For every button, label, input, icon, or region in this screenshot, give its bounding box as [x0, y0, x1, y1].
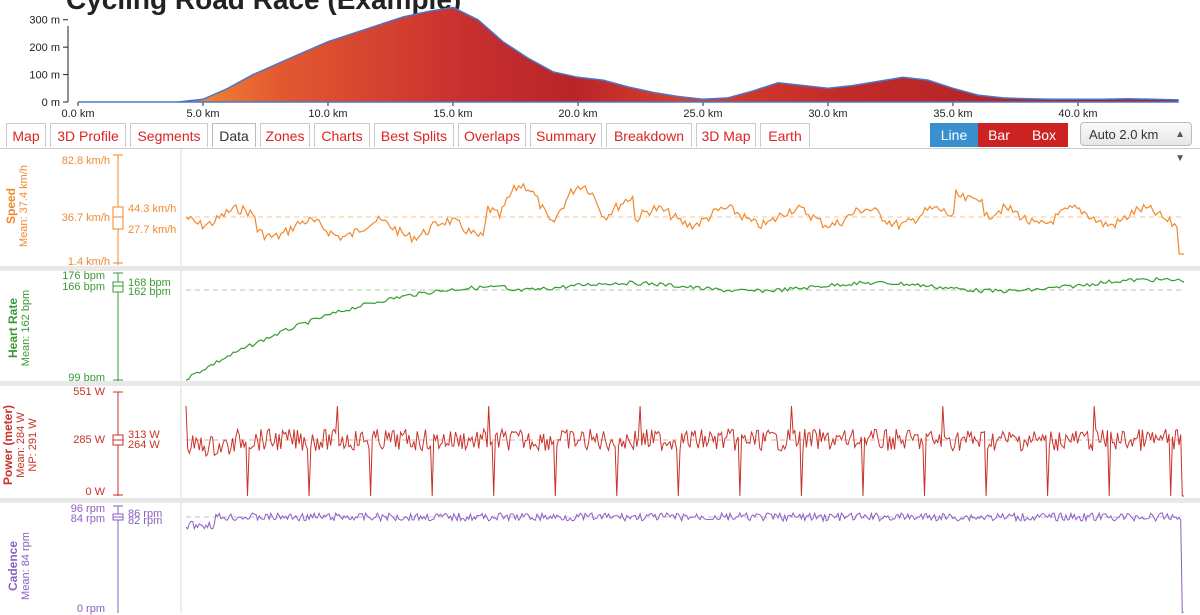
power-q1-label: 264 W	[128, 439, 160, 451]
speed-chart	[112, 149, 1185, 266]
hr-max-label: 176 bpm	[62, 270, 105, 282]
tab-segments[interactable]: Segments	[130, 123, 208, 147]
power-panel: Power (meter) Mean: 284 W NP: 291 W 551 W …	[0, 386, 1200, 498]
elevation-y-tick-label: 200 m	[29, 42, 60, 54]
cadence-q3-label: 86 rpm	[128, 508, 163, 520]
elevation-x-tick-label: 30.0 km	[808, 108, 847, 120]
heart-rate-series-line	[185, 277, 1185, 381]
power-boxplot	[112, 391, 124, 496]
tab-3d-profile[interactable]: 3D Profile	[50, 123, 126, 147]
bar-mode-button[interactable]: Bar	[978, 123, 1020, 147]
tab-breakdown[interactable]: Breakdown	[606, 123, 692, 147]
tab-map[interactable]: Map	[6, 123, 46, 147]
updown-arrows-icon: ▲ ▼	[1175, 129, 1185, 164]
power-median-label: 285 W	[73, 434, 105, 446]
cadence-max-label: 96 rpm	[70, 503, 105, 515]
power-min-label: 0 W	[85, 486, 105, 498]
tab-summary[interactable]: Summary	[530, 123, 602, 147]
heart-rate-panel: Heart Rate Mean: 162 bpm 176 bpm 166 bpm …	[0, 270, 1200, 384]
tab-zones[interactable]: Zones	[260, 123, 310, 147]
speed-median-label: 36.7 km/h	[61, 212, 110, 224]
cadence-chart	[112, 503, 1185, 613]
elevation-y-tick-label: 0 m	[42, 97, 60, 109]
cadence-q1-label: 82 rpm	[128, 515, 163, 527]
power-chart	[112, 386, 1185, 498]
tab-bar: Map 3D Profile Segments Data Zones Chart…	[0, 121, 1200, 164]
tab-charts[interactable]: Charts	[314, 123, 370, 147]
power-max-label: 551 W	[73, 386, 105, 398]
elevation-y-tick-label: 100 m	[29, 70, 60, 82]
power-series-line	[185, 405, 1184, 497]
cadence-panel: Cadence Mean: 84 rpm 96 rpm 84 rpm 0 rpm …	[0, 503, 1200, 615]
cadence-median-label: 84 rpm	[70, 513, 105, 525]
elevation-chart: 300 m 200 m 100 m 0 m 0.0 km 5.0 km 10.0 km 15…	[29, 6, 1179, 120]
power-q3-label: 313 W	[128, 429, 160, 441]
elevation-x-tick-label: 25.0 km	[683, 108, 722, 120]
tab-overlaps[interactable]: Overlaps	[458, 123, 526, 147]
speed-q1-label: 27.7 km/h	[128, 224, 177, 236]
split-distance-select[interactable]: Auto 2.0 km ▲ ▼	[1080, 122, 1192, 164]
speed-series-line	[185, 182, 1184, 255]
elevation-x-tick-label: 40.0 km	[1058, 108, 1097, 120]
tab-data[interactable]: Data	[212, 123, 256, 147]
split-distance-value: Auto 2.0 km	[1089, 127, 1159, 142]
tab-earth[interactable]: Earth	[760, 123, 810, 147]
speed-min-label: 1.4 km/h	[67, 256, 110, 268]
speed-panel: Speed Mean: 37.4 km/h 82.8 km/h 36.7 km/h…	[0, 149, 1200, 268]
elevation-x-tick-label: 20.0 km	[558, 108, 597, 120]
hr-q3-label: 168 bpm	[128, 277, 171, 289]
speed-q3-label: 44.3 km/h	[128, 203, 177, 215]
panel-separator	[0, 266, 1200, 271]
cadence-min-label: 0 rpm	[76, 603, 105, 615]
elevation-x-tick-label: 15.0 km	[433, 108, 472, 120]
tab-best-splits[interactable]: Best Splits	[374, 123, 454, 147]
elevation-area	[78, 6, 1179, 103]
panel-separator	[0, 381, 1200, 386]
page-title: Cycling Road Race (Example)	[66, 0, 461, 16]
elevation-x-tick-label: 0.0 km	[61, 108, 94, 120]
line-mode-button[interactable]: Line	[930, 123, 978, 147]
hr-median-label: 166 bpm	[62, 281, 105, 293]
elevation-x-tick-label: 35.0 km	[933, 108, 972, 120]
speed-boxplot	[112, 154, 124, 265]
box-mode-button[interactable]: Box	[1020, 123, 1068, 147]
cadence-boxplot	[112, 505, 124, 613]
speed-max-label: 82.8 km/h	[61, 155, 110, 167]
panel-separator	[0, 498, 1200, 503]
elevation-x-tick-label: 10.0 km	[308, 108, 347, 120]
tab-divider	[0, 148, 1200, 149]
hr-boxplot	[112, 272, 124, 381]
hr-q1-label: 162 bpm	[128, 286, 171, 298]
elevation-y-tick-label: 300 m	[29, 15, 60, 27]
heart-rate-chart	[112, 271, 1185, 381]
cadence-series-line	[185, 511, 1184, 613]
elevation-x-tick-label: 5.0 km	[186, 108, 219, 120]
tab-3d-map[interactable]: 3D Map	[696, 123, 756, 147]
